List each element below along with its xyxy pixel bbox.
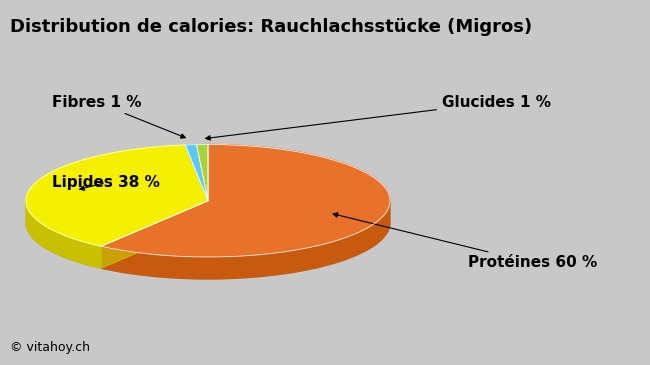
Text: Distribution de calories: Rauchlachsstücke (Migros): Distribution de calories: Rauchlachsstüc…: [10, 18, 532, 36]
Polygon shape: [101, 201, 208, 268]
Text: Protéines 60 %: Protéines 60 %: [333, 213, 597, 270]
Text: Fibres 1 %: Fibres 1 %: [52, 95, 185, 138]
Polygon shape: [26, 145, 208, 246]
Polygon shape: [101, 202, 390, 279]
Polygon shape: [101, 201, 208, 268]
Text: Lipides 38 %: Lipides 38 %: [52, 175, 160, 190]
Text: © vitahoy.ch: © vitahoy.ch: [10, 341, 90, 354]
Polygon shape: [101, 145, 390, 257]
Text: Glucides 1 %: Glucides 1 %: [205, 95, 551, 140]
Polygon shape: [196, 145, 208, 201]
Polygon shape: [26, 223, 390, 279]
Polygon shape: [185, 145, 208, 201]
Polygon shape: [26, 201, 101, 268]
